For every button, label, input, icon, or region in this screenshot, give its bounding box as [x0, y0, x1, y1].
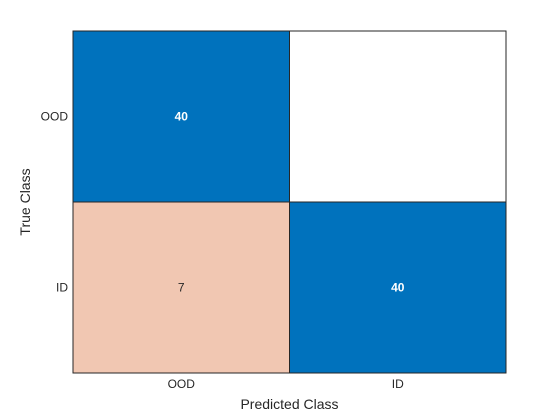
matrix-cell-id-id	[289, 201, 507, 374]
x-axis-label: Predicted Class	[240, 396, 338, 412]
y-tick-labels: OOD ID	[41, 110, 69, 295]
matrix-cell-ood-ood	[72, 30, 290, 203]
x-tick-labels: OOD ID	[168, 377, 405, 391]
matrix-cells	[72, 30, 507, 374]
matrix-cell-labels: 40 7 40	[175, 110, 405, 295]
y-axis-label: True Class	[17, 168, 33, 235]
matrix-cell-ood-id	[289, 30, 507, 203]
y-tick-label: OOD	[41, 110, 69, 124]
cell-value-label: 40	[175, 110, 189, 124]
x-tick-label: OOD	[168, 377, 196, 391]
cell-value-label: 7	[178, 281, 185, 295]
matrix-frame	[72, 30, 507, 374]
cell-value-label: 40	[391, 281, 405, 295]
y-tick-label: ID	[56, 281, 68, 295]
matrix-cell-id-ood	[72, 201, 290, 374]
x-tick-label: ID	[392, 377, 404, 391]
